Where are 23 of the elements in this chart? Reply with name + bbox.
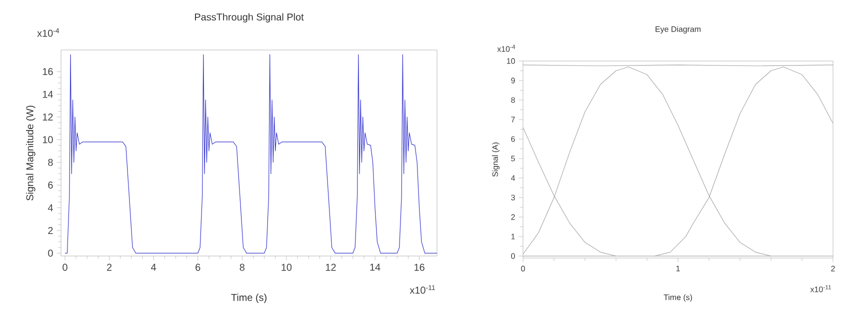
text: x10$^{-11}$ <box>410 285 435 294</box>
y-tick-label: 4 <box>48 204 53 212</box>
y-tick-label: 12 <box>42 113 53 120</box>
y-tick-label: 16 <box>42 68 53 76</box>
x-tick-label: 2 <box>107 264 112 271</box>
x-tick-label: 0 <box>62 264 68 271</box>
y-axis-title: Signal Magnitude (W) <box>26 106 36 200</box>
y-tick-label: 6 <box>48 182 53 189</box>
y-tick-label: 10 <box>42 136 53 144</box>
x-tick-label: 10 <box>282 264 292 271</box>
x-tick-label: 16 <box>414 264 424 271</box>
x-tick-label: 12 <box>326 264 336 271</box>
x-tick-label: 8 <box>240 264 244 271</box>
y-tick-label: 2 <box>48 226 53 234</box>
x-tick-label: 6 <box>196 264 200 271</box>
y-tick-label: 14 <box>42 90 53 98</box>
x-tick-label: 4 <box>151 264 156 271</box>
y-tick-label: 0 <box>48 250 53 257</box>
chart-title: PassThrough Signal Plot <box>194 13 304 22</box>
x-tick-label: 14 <box>370 264 380 271</box>
y-tick-label: 8 <box>48 158 53 166</box>
text: x10$^{-4}$ <box>37 28 60 37</box>
x-axis-title: Time (s) <box>231 294 266 303</box>
